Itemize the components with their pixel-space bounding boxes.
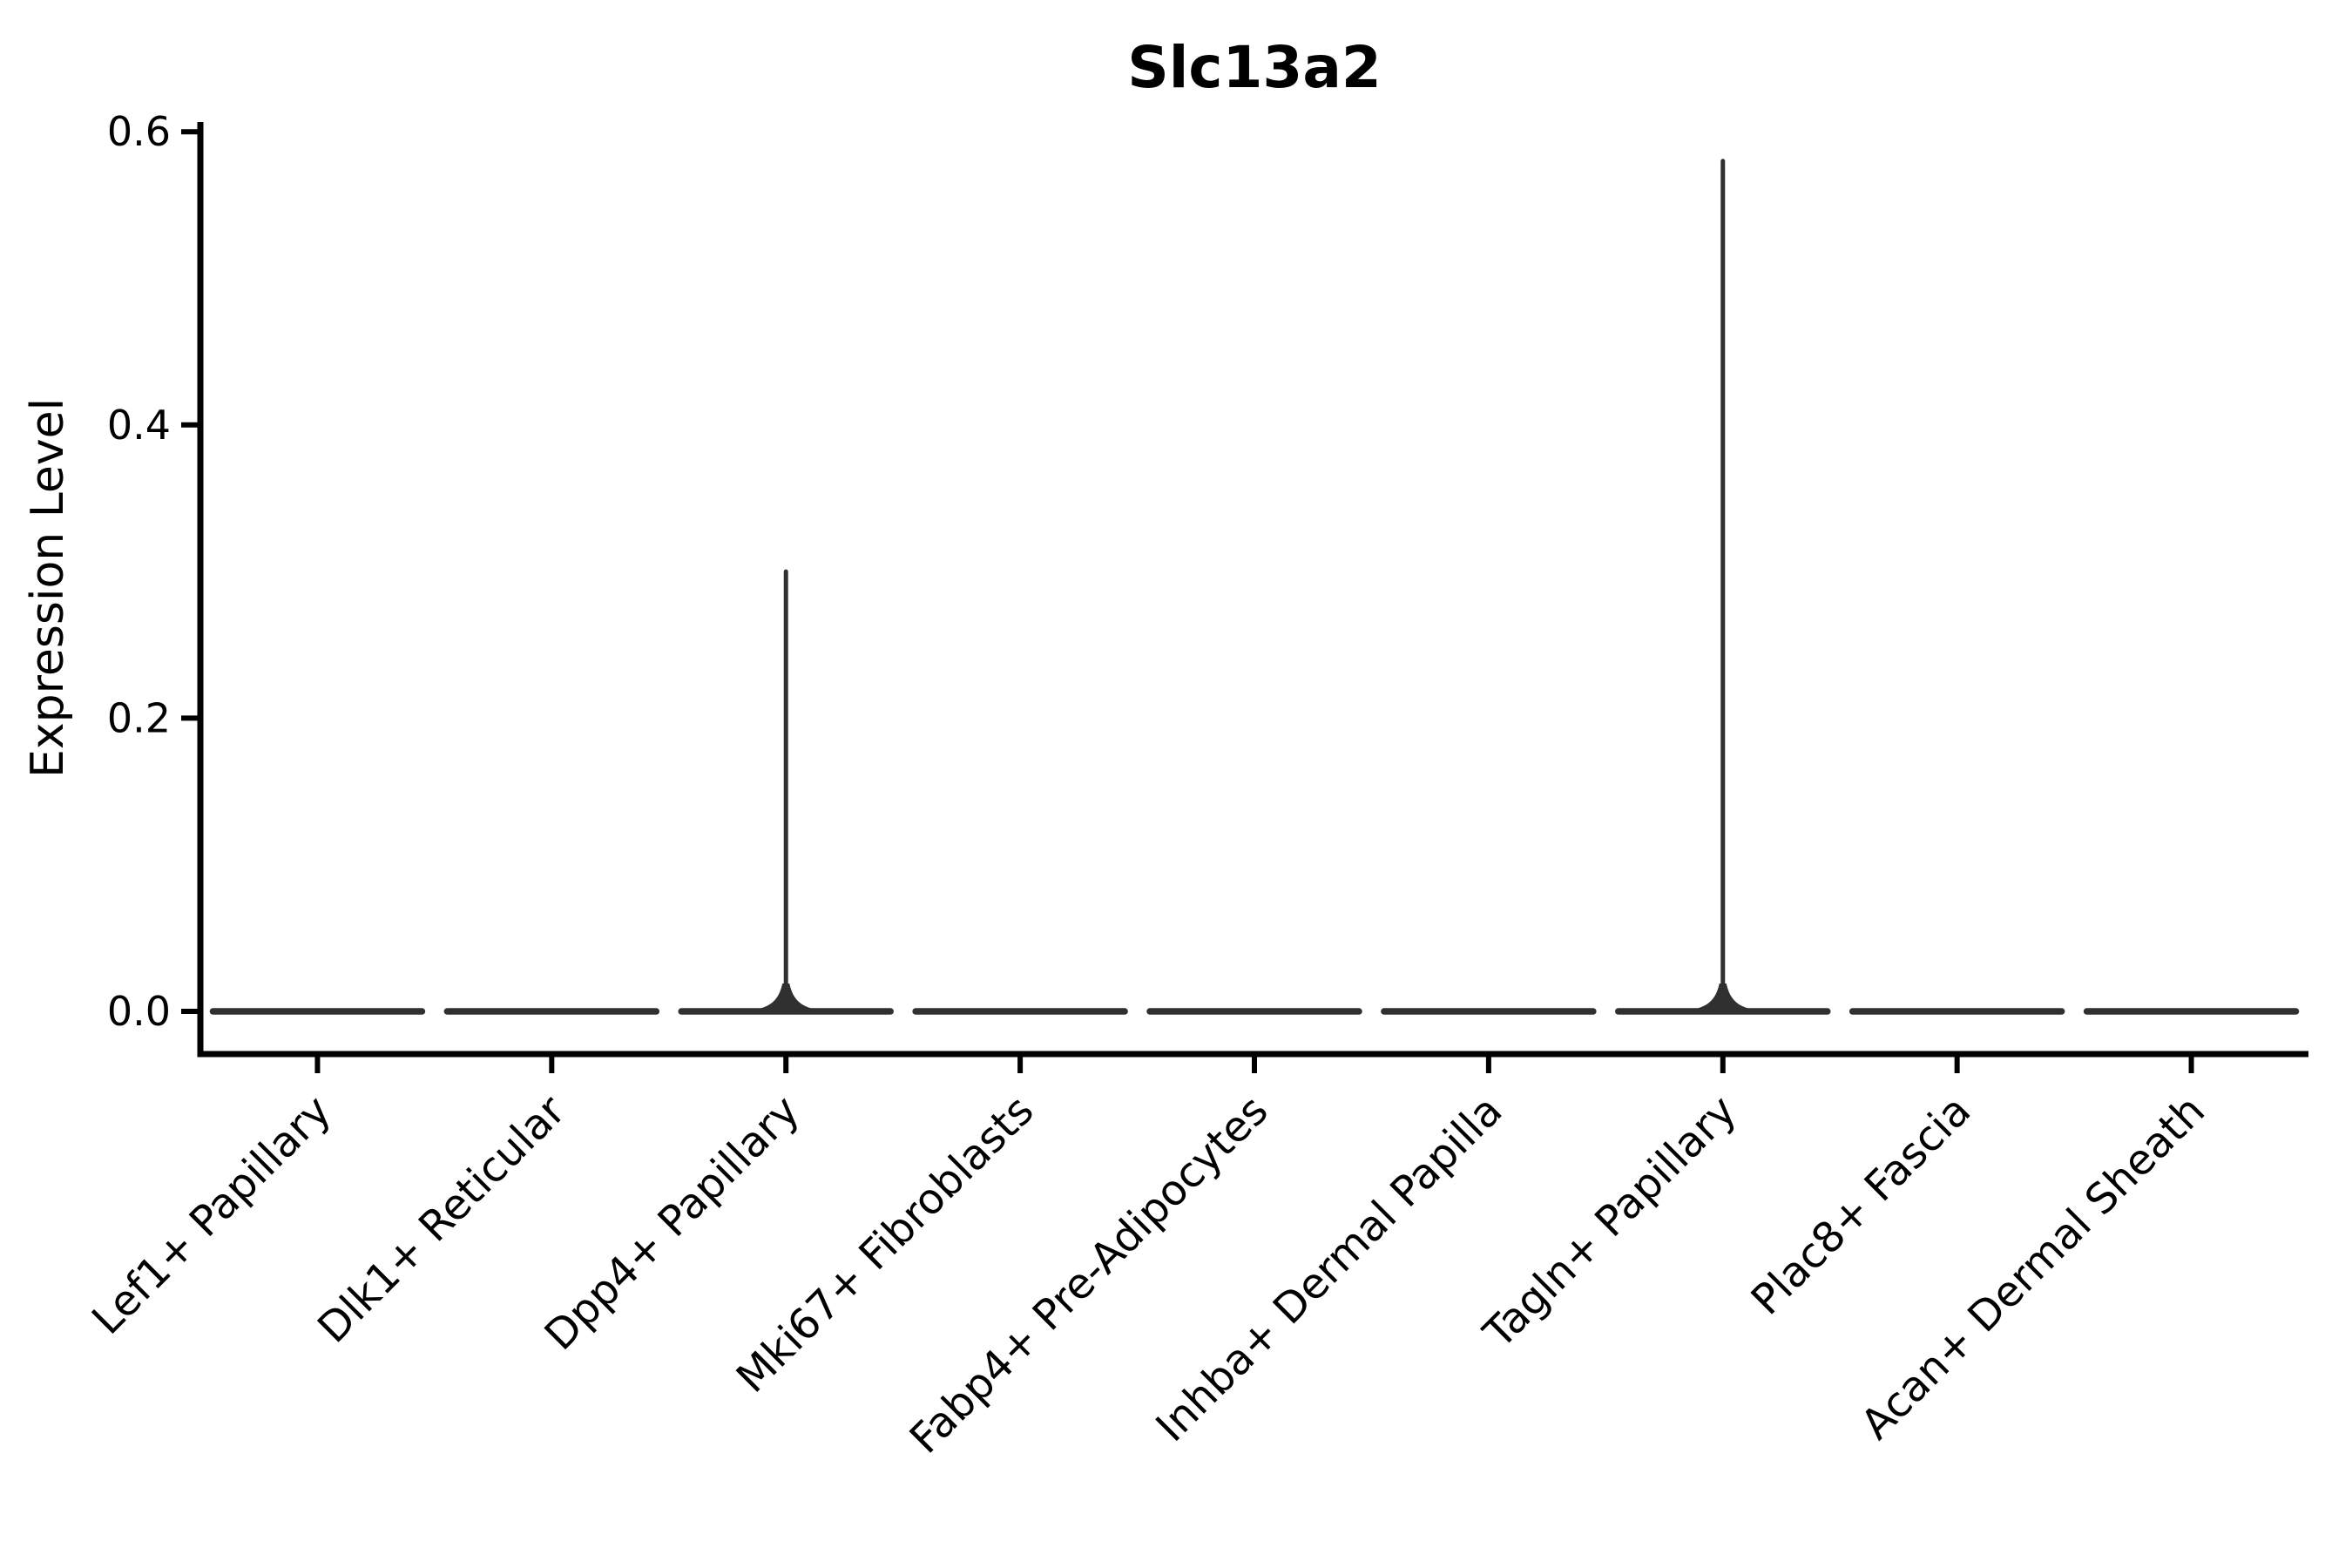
x-category-label-dlk1-reticular: Dlk1+ Reticular	[308, 1086, 575, 1353]
y-tick-label-0.4: 0.4	[107, 402, 171, 449]
y-tick-label-0.2: 0.2	[107, 694, 171, 741]
y-tick-label-0.0: 0.0	[107, 988, 171, 1035]
axes-layer	[181, 122, 2308, 1073]
x-category-label-plac8-fascia: Plac8+ Fascia	[1742, 1086, 1981, 1325]
violin-spike-base-dpp4-papillary	[744, 983, 828, 1015]
x-category-label-lef1-papillary: Lef1+ Papillary	[83, 1086, 341, 1344]
violins-layer	[209, 159, 2300, 1015]
x-category-label-tagln-papillary: Tagln+ Papillary	[1474, 1086, 1746, 1358]
violin-spike-base-tagln-papillary	[1680, 983, 1765, 1015]
y-axis-label: Expression Level	[22, 398, 74, 778]
y-tick-label-0.6: 0.6	[107, 108, 171, 155]
violin-tagln-papillary	[1615, 159, 1831, 1015]
chart-title: Slc13a2	[1127, 34, 1382, 101]
violin-dpp4-papillary	[678, 569, 894, 1015]
x-category-label-dpp4-papillary: Dpp4+ Papillary	[536, 1086, 809, 1360]
y-tick-labels-layer: 0.0 0.2 0.4 0.6	[107, 108, 171, 1035]
